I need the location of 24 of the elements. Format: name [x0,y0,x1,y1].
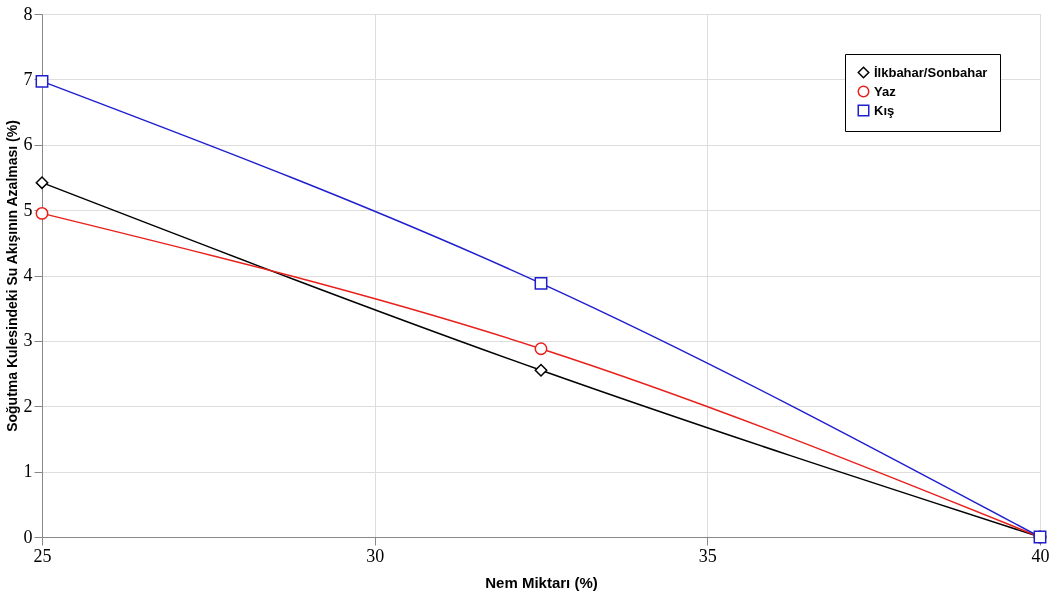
x-axis-title: Nem Miktarı (%) [485,573,598,591]
point [534,342,548,356]
x-tick-label: 30 [366,545,385,566]
x-tick-label: 35 [698,545,717,566]
point [35,206,49,220]
y-axis-title: Soğutma Kulesindeki Su Akışının Azalması (%) [3,120,20,432]
point [534,363,548,377]
legend-label: Yaz [874,83,897,99]
point [534,276,548,290]
point [35,176,49,190]
y-tick-label: 1 [23,461,33,482]
x-tick-label: 40 [1031,545,1050,566]
point [35,74,49,88]
legend-label: Kış [874,102,895,118]
y-tick-label: 3 [23,330,33,351]
y-tick-label: 8 [23,3,33,24]
y-tick-label: 4 [23,265,33,285]
y-tick-label: 6 [23,134,33,155]
y-tick-label: 0 [23,526,33,547]
x-tick-label: 25 [33,545,52,566]
y-tick-label: 2 [23,395,33,416]
y-tick-label: 7 [23,68,33,89]
legend-label: İlkbahar/Sonbahar [874,64,988,80]
y-tick-label: 5 [23,199,33,220]
